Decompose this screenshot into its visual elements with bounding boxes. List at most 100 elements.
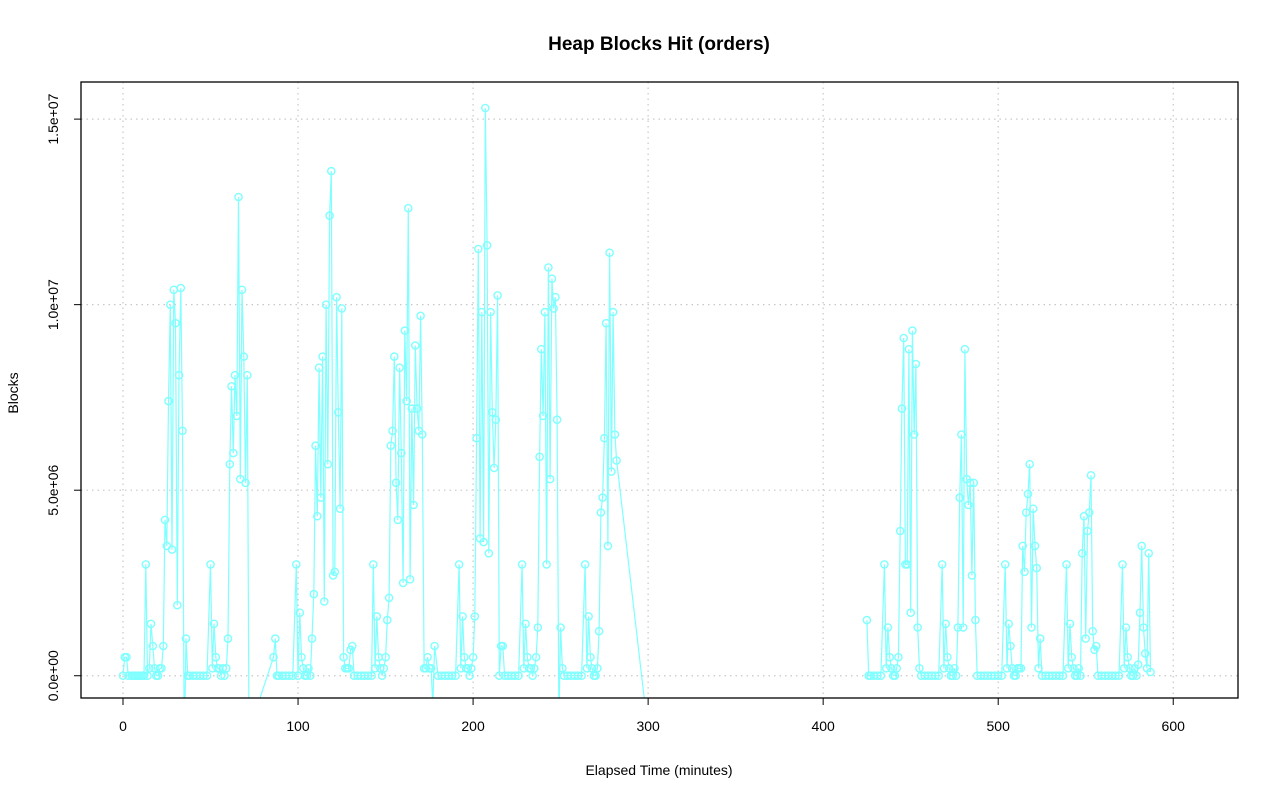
data-point bbox=[417, 430, 427, 439]
data-point bbox=[894, 652, 903, 662]
data-point bbox=[493, 291, 502, 300]
data-point bbox=[612, 456, 621, 465]
data-point bbox=[368, 560, 378, 569]
data-point bbox=[911, 359, 921, 369]
data-point bbox=[941, 619, 951, 629]
x-tick-label: 0 bbox=[119, 718, 127, 734]
data-point bbox=[144, 664, 154, 673]
data-point bbox=[468, 652, 478, 662]
data-point bbox=[1111, 671, 1120, 681]
data-point bbox=[491, 415, 501, 425]
data-point bbox=[181, 634, 191, 643]
data-point bbox=[410, 341, 420, 350]
data-point bbox=[477, 307, 487, 317]
data-point bbox=[171, 318, 180, 328]
data-point bbox=[521, 619, 530, 629]
data-point bbox=[295, 608, 305, 618]
data-point bbox=[370, 664, 380, 673]
data-point bbox=[480, 103, 490, 113]
data-point bbox=[892, 664, 902, 673]
data-point bbox=[1055, 671, 1064, 681]
x-axis-label: Elapsed Time (minutes) bbox=[585, 762, 732, 778]
data-point bbox=[1091, 641, 1101, 651]
data-point bbox=[326, 166, 336, 176]
data-point bbox=[174, 370, 184, 380]
data-point bbox=[523, 652, 532, 662]
data-point bbox=[1118, 560, 1127, 569]
data-point bbox=[241, 478, 250, 488]
x-tick-label: 300 bbox=[636, 718, 660, 734]
data-point bbox=[118, 671, 128, 681]
data-point bbox=[1062, 560, 1071, 569]
data-point bbox=[388, 426, 397, 436]
data-point bbox=[232, 411, 242, 421]
data-point bbox=[598, 493, 607, 502]
data-point bbox=[486, 307, 495, 317]
data-point bbox=[421, 664, 431, 673]
data-point bbox=[939, 664, 949, 673]
data-point bbox=[160, 515, 170, 525]
data-point bbox=[610, 430, 620, 439]
data-point bbox=[605, 248, 614, 257]
data-point bbox=[157, 664, 166, 673]
data-point bbox=[1000, 560, 1010, 569]
data-point bbox=[458, 612, 467, 621]
data-point bbox=[594, 626, 604, 636]
data-point bbox=[409, 500, 418, 510]
data-point bbox=[586, 652, 595, 662]
data-point bbox=[269, 652, 278, 662]
data-point bbox=[479, 537, 488, 547]
data-point bbox=[386, 441, 396, 451]
data-point bbox=[202, 671, 212, 681]
data-point bbox=[325, 211, 334, 220]
data-point bbox=[405, 575, 415, 584]
data-point bbox=[167, 545, 177, 554]
data-point bbox=[363, 671, 373, 681]
data-point bbox=[1065, 619, 1075, 629]
data-point bbox=[957, 430, 966, 439]
data-point bbox=[230, 370, 240, 380]
data-point bbox=[234, 192, 243, 202]
data-point bbox=[398, 578, 408, 588]
data-point bbox=[965, 478, 975, 488]
data-point bbox=[1032, 563, 1041, 573]
data-point bbox=[908, 326, 917, 335]
data-point bbox=[555, 717, 562, 724]
data-point bbox=[239, 352, 249, 361]
data-point bbox=[1035, 634, 1045, 643]
data-point bbox=[318, 352, 327, 361]
data-point bbox=[1006, 641, 1015, 651]
data-point bbox=[199, 671, 208, 681]
data-point bbox=[367, 671, 376, 681]
y-tick-label: 0.0e+00 bbox=[45, 650, 61, 701]
data-point bbox=[1027, 623, 1036, 632]
data-point bbox=[178, 426, 187, 436]
data-point bbox=[1084, 508, 1094, 517]
data-point bbox=[1016, 664, 1026, 673]
data-point bbox=[535, 452, 544, 462]
x-tick-label: 500 bbox=[987, 718, 1011, 734]
data-point bbox=[533, 623, 543, 632]
data-point bbox=[447, 671, 457, 681]
y-tick-label: 1.0e+07 bbox=[45, 279, 61, 330]
data-point bbox=[470, 612, 480, 621]
data-point bbox=[164, 396, 173, 406]
data-point bbox=[1025, 459, 1034, 469]
data-series bbox=[118, 103, 645, 724]
data-point bbox=[489, 463, 499, 473]
data-point bbox=[1018, 541, 1028, 551]
data-point bbox=[937, 560, 947, 569]
data-point bbox=[1034, 664, 1043, 673]
data-point bbox=[1002, 664, 1012, 673]
data-point bbox=[958, 623, 968, 632]
data-point bbox=[943, 652, 952, 662]
data-point bbox=[333, 407, 343, 417]
data-point bbox=[396, 448, 406, 458]
data-point bbox=[960, 344, 970, 354]
x-tick-label: 600 bbox=[1162, 718, 1186, 734]
data-point bbox=[158, 641, 168, 651]
data-point bbox=[459, 652, 469, 662]
series-line bbox=[866, 330, 1152, 677]
data-point bbox=[332, 292, 341, 302]
data-point bbox=[473, 244, 483, 254]
